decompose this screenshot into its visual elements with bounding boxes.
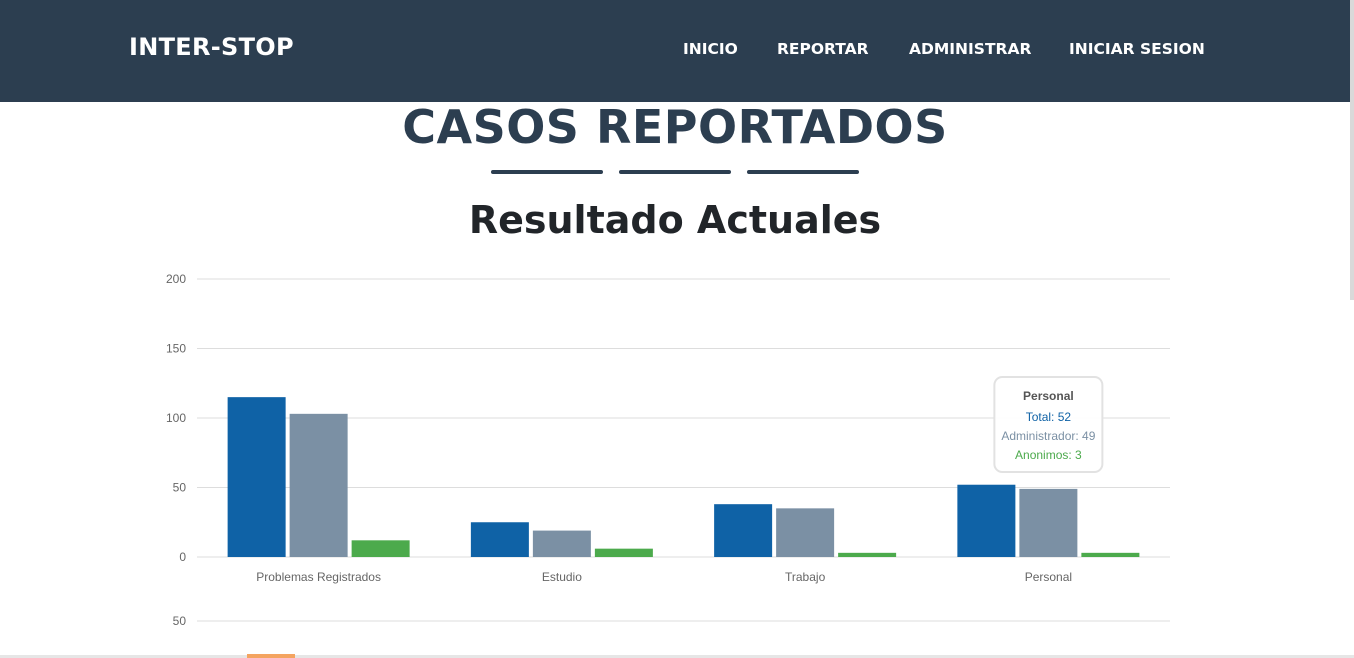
x-tick-label: Problemas Registrados: [256, 570, 381, 584]
nav-inicio[interactable]: INICIO: [683, 40, 738, 58]
divider-right: [747, 170, 859, 174]
nav-iniciar-sesion[interactable]: INICIAR SESION: [1069, 40, 1205, 58]
bar-administrador: [532, 530, 591, 557]
second-chart-y-tick-label: 50: [173, 614, 187, 628]
bar-total: [470, 522, 529, 557]
horizontal-scrollbar-track[interactable]: [0, 655, 1354, 658]
nav-administrar[interactable]: ADMINISTRAR: [909, 40, 1032, 58]
scrollbar[interactable]: [1350, 0, 1354, 300]
y-tick-label: 0: [179, 550, 186, 564]
bar-anonimos: [351, 540, 410, 557]
tooltip-line: Total: 52: [1026, 410, 1072, 424]
nav-reportar[interactable]: REPORTAR: [777, 40, 869, 58]
x-tick-label: Estudio: [542, 570, 582, 584]
divider-center: [619, 170, 731, 174]
tooltip-box: [993, 376, 1104, 473]
x-tick-label: Trabajo: [785, 570, 826, 584]
tooltip-line: Administrador: 49: [1001, 429, 1095, 443]
chart-title: Resultado Actuales: [468, 198, 882, 242]
navbar: INTER-STOP INICIO REPORTAR ADMINISTRAR I…: [0, 0, 1354, 102]
bar-administrador: [776, 508, 835, 557]
tooltip-title: Personal: [1023, 389, 1074, 403]
tooltip-line: Anonimos: 3: [1015, 448, 1082, 462]
bar-anonimos: [594, 548, 653, 557]
y-tick-label: 50: [173, 481, 187, 495]
x-tick-label: Personal: [1025, 570, 1072, 584]
y-tick-label: 100: [166, 411, 186, 425]
bar-administrador: [289, 413, 348, 557]
divider-left: [491, 170, 603, 174]
bar-total: [957, 484, 1016, 557]
section-title: CASOS REPORTADOS: [402, 100, 948, 154]
bar-anonimos: [1081, 552, 1140, 557]
bar-administrador: [1019, 488, 1078, 557]
y-tick-label: 200: [166, 272, 186, 286]
bar-total: [714, 504, 773, 557]
bar-anonimos: [838, 552, 897, 557]
brand-logo[interactable]: INTER-STOP: [129, 33, 294, 61]
y-tick-label: 150: [166, 342, 186, 356]
next-chart-bar-peek: [247, 654, 295, 658]
bar-total: [227, 397, 286, 557]
